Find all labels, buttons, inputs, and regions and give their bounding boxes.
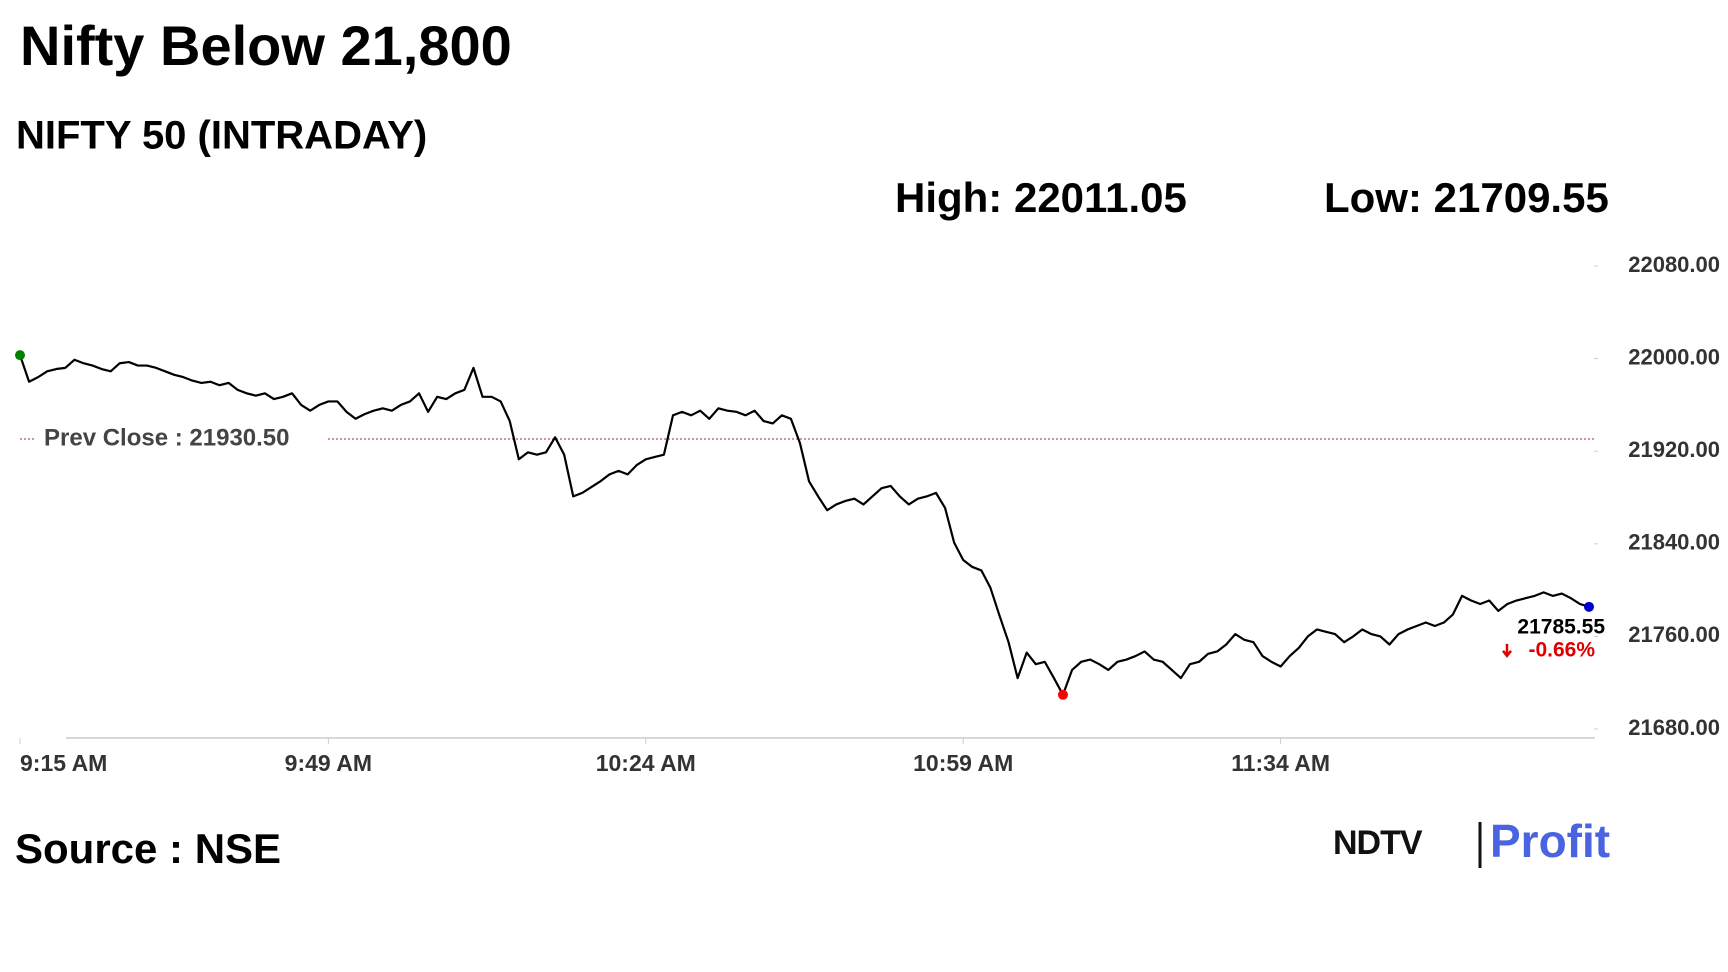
x-tick-label: 10:59 AM (913, 750, 1013, 776)
low-point (1057, 689, 1068, 700)
low-label: Low: 21709.55 (1324, 174, 1609, 221)
change-label: -0.66% (1528, 638, 1595, 661)
end-point (1584, 601, 1594, 612)
chart-title: Nifty Below 21,800 (20, 14, 512, 77)
source-label: Source : NSE (15, 825, 281, 872)
brand-ndtv: NDTV (1333, 824, 1423, 862)
prev-close-label-bg (36, 423, 326, 456)
y-tick-label: 21760.00 (1628, 622, 1720, 647)
y-tick-label: 22080.00 (1628, 252, 1720, 277)
brand-profit: Profit (1490, 815, 1610, 867)
y-tick-label: 22000.00 (1628, 344, 1720, 369)
x-tick-label: 11:34 AM (1231, 750, 1330, 776)
y-tick-label: 21680.00 (1628, 715, 1720, 740)
y-tick-label: 21920.00 (1628, 437, 1720, 462)
prev-close-label: Prev Close : 21930.50 (44, 424, 290, 451)
start-point (15, 350, 25, 361)
x-tick-label: 10:24 AM (596, 750, 696, 776)
chart-subtitle: NIFTY 50 (INTRADAY) (16, 114, 427, 158)
price-line (18, 354, 1590, 696)
y-tick-label: 21840.00 (1628, 530, 1720, 555)
x-tick-label: 9:15 AM (20, 750, 107, 776)
high-label: High: 22011.05 (895, 174, 1187, 221)
x-tick-label: 9:49 AM (285, 750, 372, 776)
change-arrow (1502, 643, 1512, 658)
last-value-label: 21785.55 (1517, 615, 1605, 638)
